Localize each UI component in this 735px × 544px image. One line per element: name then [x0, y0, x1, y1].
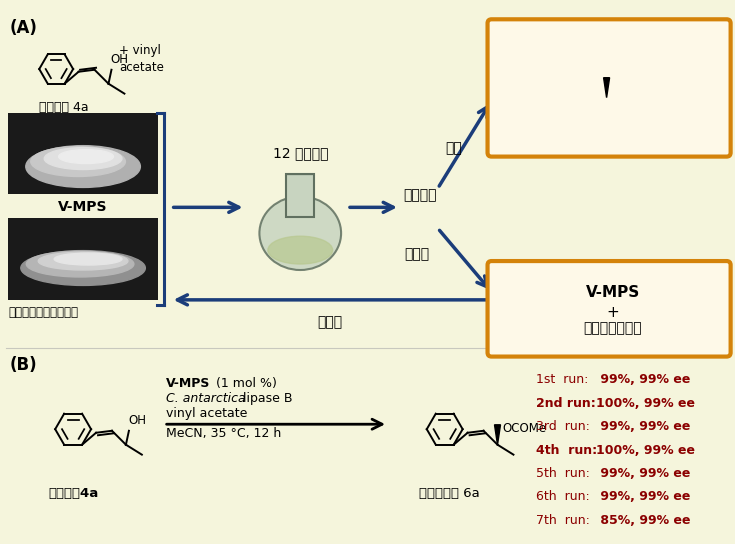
- FancyBboxPatch shape: [8, 218, 158, 300]
- Text: V-MPS: V-MPS: [58, 200, 108, 214]
- Ellipse shape: [44, 147, 122, 170]
- Ellipse shape: [26, 251, 134, 277]
- Text: 85%, 99% ee: 85%, 99% ee: [596, 514, 691, 527]
- Text: +: +: [606, 305, 620, 320]
- Text: 5th  run:: 5th run:: [537, 467, 590, 480]
- Text: 2nd run:: 2nd run:: [537, 397, 596, 410]
- Text: 再利用: 再利用: [318, 315, 343, 329]
- FancyBboxPatch shape: [284, 160, 316, 175]
- Text: 6th  run:: 6th run:: [537, 490, 590, 503]
- Ellipse shape: [26, 146, 140, 188]
- Text: 1st  run:: 1st run:: [537, 374, 589, 386]
- Ellipse shape: [259, 196, 341, 270]
- Text: 99%, 99% ee: 99%, 99% ee: [596, 490, 690, 503]
- Ellipse shape: [59, 150, 113, 164]
- Text: 99%, 99% ee: 99%, 99% ee: [596, 467, 690, 480]
- Text: (1 mol %): (1 mol %): [212, 378, 276, 391]
- Polygon shape: [495, 425, 501, 444]
- Text: OH: OH: [128, 414, 146, 427]
- Text: vinyl acetate: vinyl acetate: [166, 407, 247, 421]
- Text: C. antarctica: C. antarctica: [166, 392, 245, 405]
- Text: ラセミ体4a: ラセミ体4a: [48, 487, 98, 500]
- Text: OH: OH: [110, 53, 129, 66]
- Text: OCOMe: OCOMe: [612, 76, 656, 89]
- FancyBboxPatch shape: [287, 174, 314, 217]
- Text: 遠心分離: 遠心分離: [403, 188, 437, 202]
- FancyBboxPatch shape: [8, 113, 158, 194]
- Ellipse shape: [38, 252, 128, 270]
- FancyBboxPatch shape: [487, 261, 731, 356]
- Text: OCOMe: OCOMe: [503, 422, 547, 435]
- Text: 7th  run:: 7th run:: [537, 514, 590, 527]
- Text: 沈殿物: 沈殿物: [404, 247, 429, 261]
- Ellipse shape: [54, 253, 122, 265]
- Text: (A): (A): [10, 19, 37, 38]
- Ellipse shape: [31, 147, 126, 176]
- Text: 99%, 99% ee: 99%, 99% ee: [596, 420, 690, 433]
- Text: 99%, 99% ee: 99%, 99% ee: [596, 374, 690, 386]
- FancyBboxPatch shape: [487, 19, 731, 157]
- Text: V-MPS: V-MPS: [586, 285, 640, 300]
- Text: 溶液: 溶液: [445, 141, 462, 156]
- Text: 市販の固定化リパーゼ: 市販の固定化リパーゼ: [8, 306, 79, 319]
- Text: MeCN, 35 °C, 12 h: MeCN, 35 °C, 12 h: [166, 427, 281, 440]
- Text: 100%, 99% ee: 100%, 99% ee: [596, 397, 695, 410]
- Text: 固定化リパーゼ: 固定化リパーゼ: [584, 321, 642, 335]
- Text: (B): (B): [10, 356, 37, 374]
- Text: lipase B: lipase B: [240, 392, 293, 405]
- Ellipse shape: [268, 236, 333, 264]
- Text: 100%, 99% ee: 100%, 99% ee: [596, 443, 695, 456]
- Text: + vinyl
acetate: + vinyl acetate: [119, 44, 164, 74]
- Text: 光学活性体 6a: 光学活性体 6a: [419, 487, 480, 500]
- Text: 4th  run:: 4th run:: [537, 443, 598, 456]
- Text: V-MPS: V-MPS: [166, 378, 210, 391]
- Ellipse shape: [21, 251, 146, 286]
- Polygon shape: [603, 78, 609, 97]
- Text: 光学活性体 6a: 光学活性体 6a: [583, 143, 643, 156]
- Text: 3rd  run:: 3rd run:: [537, 420, 590, 433]
- Text: 12 時間撹拌: 12 時間撹拌: [273, 146, 328, 160]
- Text: ラセミ体 4a: ラセミ体 4a: [40, 101, 89, 114]
